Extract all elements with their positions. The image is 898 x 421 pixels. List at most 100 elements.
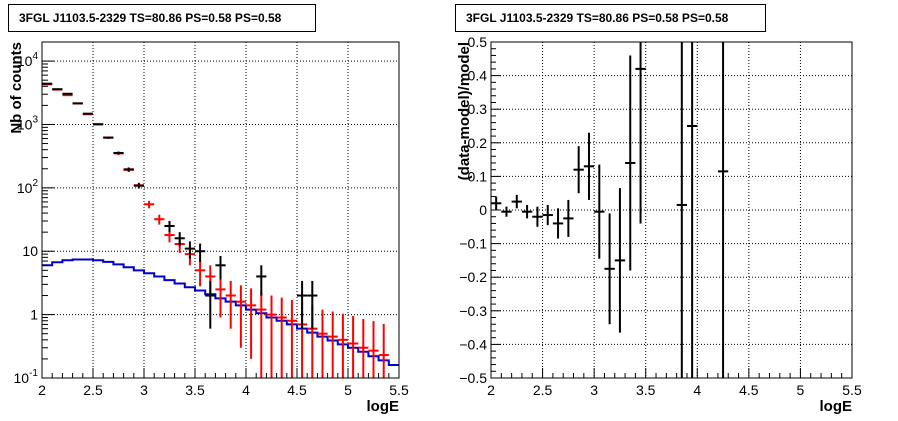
model-point: [215, 275, 226, 318]
y-axis-title: (data-model)/model: [456, 42, 473, 180]
y-tick-label: 0.2: [468, 135, 488, 151]
y-tick-label: 1: [30, 307, 38, 323]
data-point: [164, 220, 175, 233]
model-point: [256, 291, 267, 378]
residual-point: [542, 204, 553, 226]
x-tick-label: 3.5: [185, 382, 205, 398]
residual-point: [635, 42, 646, 224]
x-tick-label: 4.5: [287, 382, 307, 398]
data-point: [82, 112, 93, 115]
y-tick-label: 0.4: [468, 68, 488, 84]
y-tick-label: 10-1: [14, 368, 39, 386]
residual-point: [563, 199, 574, 237]
data-point: [42, 82, 53, 85]
model-point: [144, 200, 155, 209]
data-point: [103, 136, 114, 139]
model-point: [225, 280, 236, 329]
x-tick-label: 2.5: [83, 382, 103, 398]
residual-point: [511, 194, 522, 209]
x-axis-title: logE: [367, 398, 400, 415]
x-tick-label: 2: [38, 382, 46, 398]
x-tick-label: 3.5: [636, 382, 656, 398]
model-point: [358, 319, 369, 378]
y-tick-label: 104: [17, 51, 39, 69]
x-axis-title: logE: [820, 398, 853, 415]
y-axis-title: Nb of counts: [8, 42, 25, 134]
x-tick-label: 4.5: [739, 382, 759, 398]
x-tick-label: 5: [797, 382, 805, 398]
data-point: [307, 280, 318, 329]
residual-point: [521, 204, 533, 219]
model-point: [235, 285, 246, 348]
model-point: [266, 295, 277, 378]
y-tick-label: −0.4: [459, 336, 487, 352]
model-point: [276, 297, 287, 378]
data-point: [297, 280, 308, 329]
residuals-chart-title: 3FGL J1103.5-2329 TS=80.86 PS=0.58 PS=0.…: [455, 4, 766, 32]
residual-point: [676, 42, 687, 378]
residual-point: [594, 164, 605, 259]
y-tick-label: 0: [479, 202, 487, 218]
x-tick-label: 2: [487, 382, 495, 398]
y-tick-label: −0.2: [459, 269, 487, 285]
y-tick-label: 10: [22, 243, 38, 259]
y-tick-label: 0.5: [468, 34, 488, 50]
model-point: [368, 321, 379, 378]
residual-point: [614, 188, 626, 333]
x-tick-label: 4: [693, 382, 701, 398]
x-tick-label: 5.5: [389, 382, 409, 398]
y-tick-label: −0.3: [459, 303, 487, 319]
residual-point: [717, 42, 729, 378]
residual-point: [532, 206, 543, 227]
residual-point: [686, 42, 698, 378]
data-point: [62, 92, 73, 95]
plot-area: [42, 42, 399, 378]
model-point: [195, 260, 206, 287]
background-model-line: [42, 258, 399, 367]
data-point: [52, 88, 63, 91]
y-tick-label: −0.1: [459, 236, 487, 252]
model-point: [378, 324, 389, 378]
y-tick-label: −0.5: [459, 370, 487, 386]
counts-panel: 2 2.5 3 3.5 4 4.5 5 5.5 10-1 1 10 102 103 104 logE Nb o…: [8, 41, 409, 415]
x-tick-label: 5.5: [842, 382, 862, 398]
model-point: [337, 313, 348, 378]
data-point: [205, 280, 216, 329]
counts-chart-title: 3FGL J1103.5-2329 TS=80.86 PS=0.58 PS=0.…: [8, 4, 316, 32]
y-tick-label: 102: [17, 178, 39, 196]
x-tick-label: 4: [242, 382, 250, 398]
residual-point: [625, 55, 636, 271]
data-point: [93, 123, 104, 126]
x-tick-label: 3: [590, 382, 598, 398]
data-point: [113, 151, 124, 155]
data-point: [72, 102, 83, 105]
residual-point: [604, 213, 615, 325]
model-point: [154, 214, 165, 225]
y-tick-label: 103: [17, 114, 39, 132]
data-point: [256, 265, 267, 296]
model-point: [62, 94, 73, 97]
model-point: [348, 316, 359, 378]
x-tick-label: 2.5: [533, 382, 553, 398]
data-point: [133, 183, 144, 189]
data-point: [195, 243, 206, 262]
model-point: [286, 300, 297, 378]
residual-point: [501, 206, 512, 217]
residual-point: [573, 146, 584, 194]
model-point: [317, 309, 328, 378]
plot-frame: [41, 41, 400, 379]
data-point: [174, 232, 185, 247]
x-tick-label: 5: [344, 382, 352, 398]
residuals-panel: 2 2.5 3 3.5 4 4.5 5 5.5 −0.5 −0.4 −0.3 −0.2 −0.1 0 0.1…: [456, 34, 862, 415]
model-point: [246, 288, 257, 359]
y-tick-label: 0.1: [468, 168, 488, 184]
y-tick-label: 0.3: [468, 101, 488, 117]
residual-point: [552, 208, 564, 239]
residual-point: [583, 132, 595, 200]
x-tick-label: 3: [140, 382, 148, 398]
data-point: [123, 167, 134, 172]
model-point: [327, 311, 338, 378]
data-point: [215, 256, 226, 280]
data-point: [184, 241, 195, 259]
